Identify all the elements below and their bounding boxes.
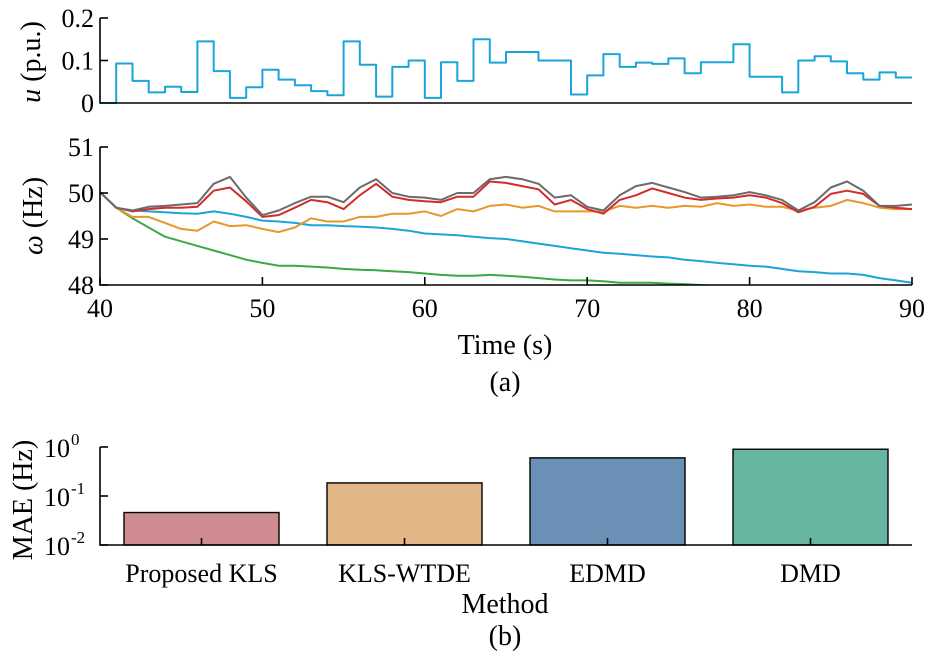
time-x-tick-label: 50 [249, 294, 275, 323]
bar-x-ticks: Proposed KLS KLS-WTDE EDMD DMD [125, 538, 841, 588]
bar-group [123, 448, 889, 546]
frequency-series-line [100, 191, 912, 234]
mae-bar [529, 457, 686, 546]
mae-y-tick-exponent: -2 [71, 528, 85, 547]
method-x-axis-label: Method [461, 589, 548, 620]
u-y-tick-label: 0.2 [62, 4, 95, 33]
mae-y-tick-label: 10 [44, 483, 70, 512]
frequency-y-tick-label: 48 [68, 271, 94, 300]
u-y-axis-label: u (p.u.) [16, 21, 47, 103]
time-x-tick-label: 70 [574, 294, 600, 323]
mae-y-axis-label: MAE (Hz) [8, 440, 39, 561]
time-x-axis-label: Time (s) [458, 330, 553, 361]
frequency-y-axis-label: ω (Hz) [18, 177, 49, 255]
frequency-y-ticks: 48 49 50 51 [68, 133, 108, 300]
method-x-tick-label: EDMD [569, 559, 646, 588]
u-step-series [100, 38, 912, 104]
method-x-tick-label: DMD [780, 559, 841, 588]
frequency-series-line [100, 175, 912, 217]
u-y-tick-label: 0.1 [62, 47, 95, 76]
time-x-tick-label: 80 [737, 294, 763, 323]
frequency-x-ticks: 40 50 60 70 80 90 [87, 277, 925, 323]
u-y-ticks: 0 0.1 0.2 [62, 4, 108, 118]
frequency-series-line [100, 191, 735, 285]
mae-bar [732, 448, 889, 546]
time-x-tick-label: 90 [899, 294, 925, 323]
method-x-tick-label: KLS-WTDE [338, 559, 471, 588]
frequency-y-tick-label: 49 [68, 225, 94, 254]
u-axes [99, 18, 912, 104]
frequency-series-line [100, 191, 912, 284]
mae-y-tick-label: 10 [44, 532, 70, 561]
time-x-tick-label: 40 [87, 294, 113, 323]
frequency-y-tick-label: 51 [68, 133, 94, 162]
caption-b: (b) [489, 621, 522, 652]
caption-a: (a) [489, 367, 520, 398]
u-y-tick-label: 0 [81, 89, 94, 118]
frequency-axes [99, 147, 912, 286]
frequency-series-line [100, 180, 912, 218]
mae-y-tick-exponent: 0 [71, 430, 80, 449]
mae-bar [326, 482, 483, 546]
mae-y-tick-exponent: -1 [71, 479, 85, 498]
frequency-panel: 48 49 50 51 40 50 60 70 80 90 ω (Hz) Time (s) (a… [18, 133, 925, 398]
method-x-tick-label: Proposed KLS [125, 559, 277, 588]
time-x-tick-label: 60 [412, 294, 438, 323]
mae-y-tick-label: 10 [44, 434, 70, 463]
frequency-y-tick-label: 50 [68, 179, 94, 208]
control-input-panel: 0 0.1 0.2 u (p.u.) [16, 4, 912, 118]
frequency-series-group [100, 175, 912, 285]
